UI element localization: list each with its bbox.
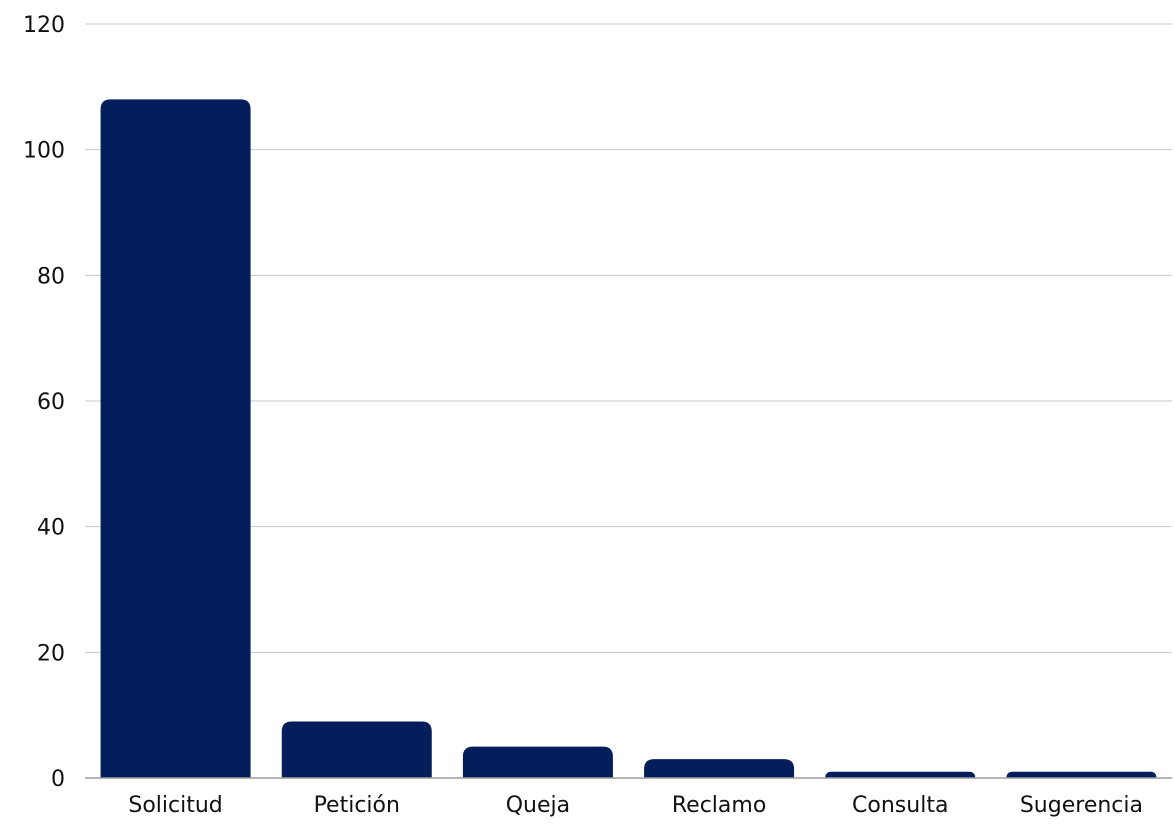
bar-reclamo [644,759,795,778]
y-tick-label: 20 [37,641,65,666]
bar-sugerencia [1006,771,1157,778]
bar-consulta [825,771,976,778]
y-tick-label: 0 [51,767,65,792]
y-tick-label: 60 [37,390,65,415]
y-tick-label: 100 [23,139,65,164]
bar-solicitud [100,99,251,778]
y-tick-label: 80 [37,264,65,289]
bar-queja [462,746,613,778]
bars [100,99,1157,778]
x-tick-label: Consulta [852,793,948,818]
x-tick-label: Queja [506,793,570,818]
x-tick-label: Reclamo [672,793,766,818]
bar-petición [281,721,432,778]
x-tick-label: Sugerencia [1020,793,1143,818]
y-tick-labels: 0 20 40 60 80 100 120 [23,13,65,792]
y-tick-label: 120 [23,13,65,38]
y-tick-label: 40 [37,516,65,541]
gridlines [85,23,1172,653]
x-tick-labels: Solicitud Petición Queja Reclamo Consulta Sug… [128,793,1143,818]
x-tick-label: Solicitud [128,793,222,818]
x-tick-label: Petición [314,793,400,818]
